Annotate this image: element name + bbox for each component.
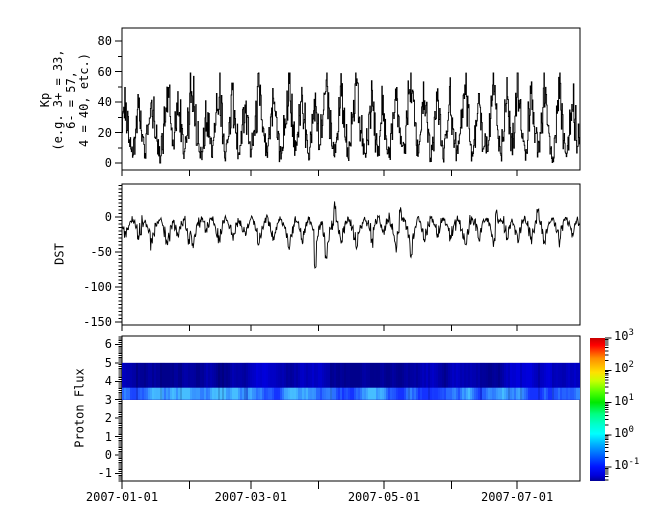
proton_flux-ytick-label: 4 [104,374,112,389]
proton_flux-ytick-label: 1 [104,429,112,444]
colorbar-tick-label: 101 [614,392,634,408]
x-date-label: 2007-07-01 [480,490,554,504]
colorbar-tick-label: 103 [614,328,634,344]
kp-ytick-label: 60 [97,64,112,79]
x-date-label: 2007-05-01 [347,490,421,504]
kp-ytick-label: 40 [97,95,112,109]
proton_flux-ytick-label: 2 [104,411,112,426]
x-date-label: 2007-01-01 [85,490,159,504]
proton_flux-ytick-label: 6 [104,337,112,352]
colorbar-tick-label: 102 [614,360,634,376]
dst-ytick-label: -50 [90,245,112,259]
kp-ytick-label: 20 [97,125,112,140]
colorbar-tick-label: 10-1 [614,457,640,473]
dst-ytick-label: -150 [83,315,112,329]
proton_flux-ytick-label: -1 [97,466,112,481]
dst-ytick-label: -100 [83,280,112,294]
x-date-label: 2007-03-01 [214,490,287,504]
proton_flux-ytick-label: 0 [104,448,112,462]
proton_flux-ytick-label: 3 [104,392,112,407]
proton_flux-ytick-label: 5 [104,355,112,370]
colorbar-tick-label: 100 [614,424,634,440]
kp-ytick-label: 80 [97,34,112,48]
kp-ytick-label: 0 [104,156,112,170]
dst-ytick-label: 0 [104,210,112,224]
